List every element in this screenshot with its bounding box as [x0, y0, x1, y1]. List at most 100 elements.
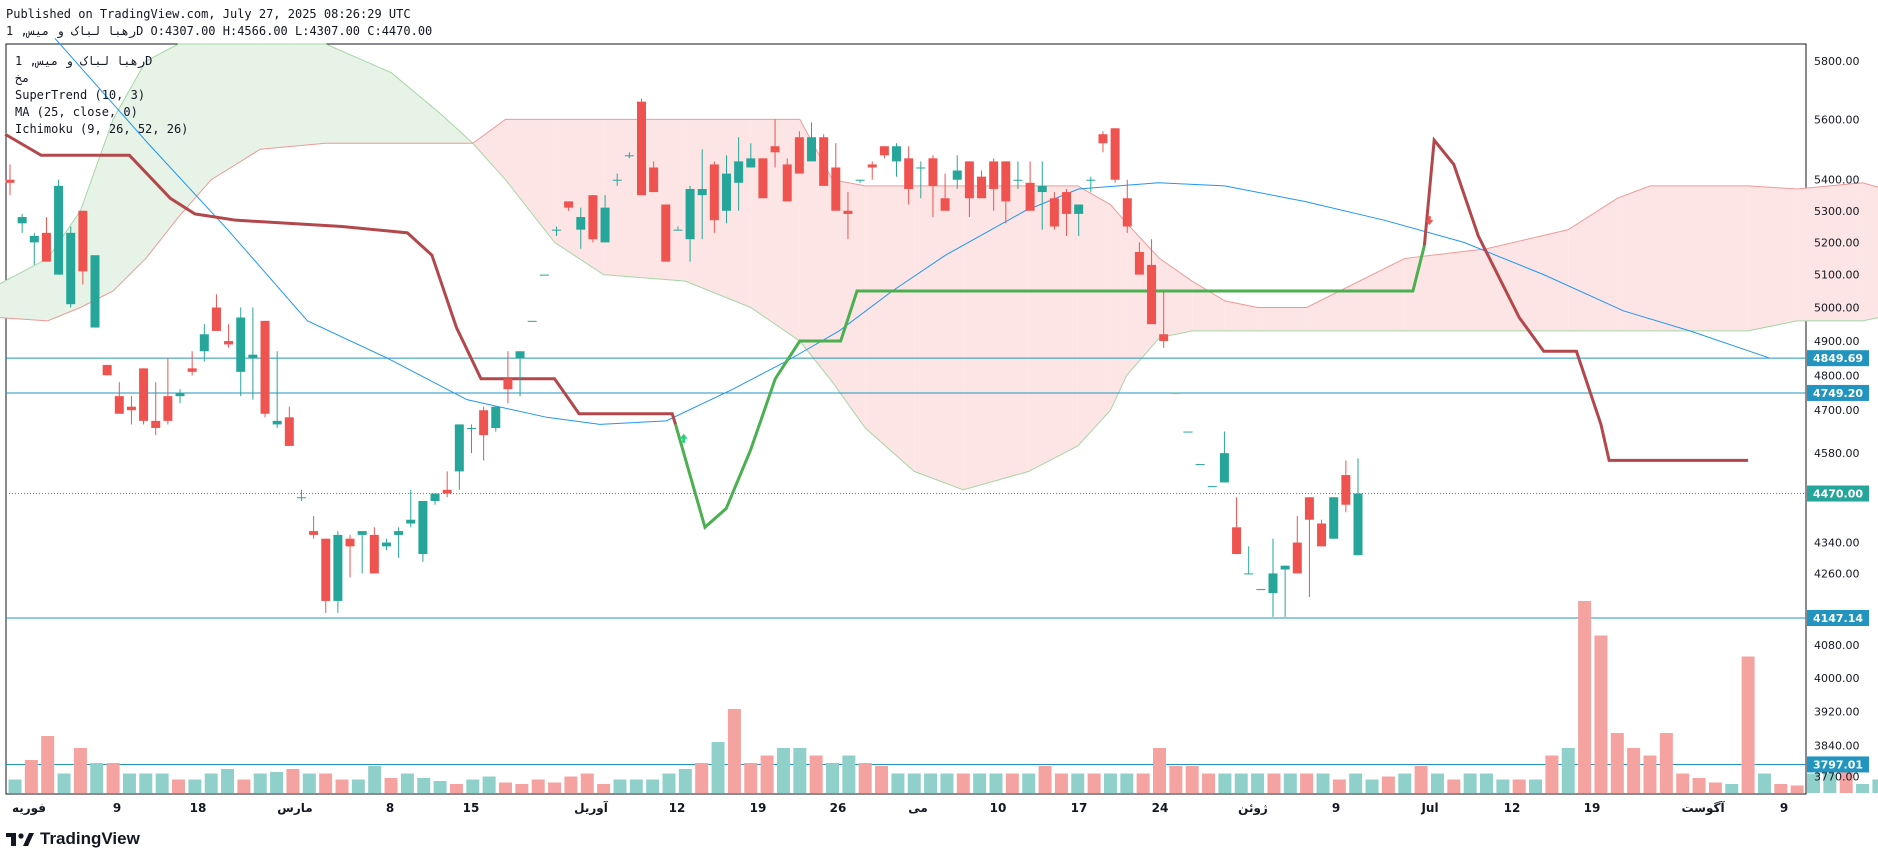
volume-bar	[1169, 766, 1183, 793]
volume-bar	[1627, 748, 1641, 793]
candle-body	[175, 392, 185, 397]
cloud-segment	[1797, 182, 1863, 321]
price-tick-label: 4000.00	[1814, 672, 1860, 685]
price-line-badge: 4749.20	[1813, 387, 1863, 400]
cloud-segment	[505, 119, 555, 243]
cloud-segment	[211, 44, 261, 180]
candle-body	[782, 164, 792, 202]
candle-body	[357, 531, 367, 535]
cloud-segment	[1748, 185, 1798, 331]
volume-bar	[400, 773, 414, 793]
cloud-segment	[1028, 185, 1078, 472]
volume-bar	[826, 763, 839, 793]
candle-body	[734, 161, 744, 183]
volume-bar	[1332, 779, 1346, 793]
supertrend-down	[1422, 136, 1749, 462]
price-tick-label: 3770.00	[1814, 770, 1860, 783]
candle-body	[1159, 334, 1169, 342]
volume-bar	[1218, 773, 1232, 793]
candle-body	[831, 167, 841, 211]
candle-body	[418, 500, 428, 555]
volume-bar	[1316, 773, 1330, 793]
candle-body	[661, 204, 671, 262]
candle-body	[600, 207, 610, 243]
volume-bar	[270, 772, 284, 793]
candle-body	[1292, 542, 1302, 574]
price-tick-label: 3920.00	[1814, 706, 1860, 719]
price-tick-label: 4900.00	[1814, 335, 1860, 348]
volume-bar	[417, 778, 431, 793]
candle-body	[1244, 573, 1254, 575]
cloud-segment	[963, 185, 1029, 490]
legend-supertrend[interactable]: SuperTrend (10, 3)	[15, 88, 146, 102]
tradingview-logo-icon	[6, 833, 34, 846]
candle-body	[722, 173, 732, 211]
cloud-segment	[1192, 281, 1225, 331]
volume-bar	[57, 773, 71, 793]
volume-bar	[1823, 773, 1837, 793]
volume-bar	[548, 782, 562, 793]
volume-bar	[924, 773, 938, 793]
candle-body	[442, 489, 452, 494]
candle-body	[843, 210, 853, 214]
time-tick-label: آگوست	[1681, 800, 1725, 816]
volume-bar	[1251, 773, 1265, 793]
cloud-segment	[391, 72, 441, 144]
time-tick-label: 26	[830, 801, 847, 815]
volume-bar	[90, 763, 104, 793]
volume-bar	[1153, 748, 1166, 793]
volume-bar	[1349, 773, 1363, 793]
candle-body	[296, 497, 306, 499]
price-line-badge-bg	[1807, 384, 1869, 401]
candle-body	[539, 274, 549, 276]
candle-body	[5, 179, 15, 183]
volume-bar	[956, 773, 970, 793]
cloud-segment	[47, 210, 81, 321]
candle-body	[187, 368, 197, 372]
volume-bar	[711, 742, 725, 793]
volume-bar	[1741, 656, 1755, 793]
candle-body	[1219, 453, 1229, 483]
candle-body	[1013, 179, 1023, 181]
legend-symbol: رهبا لباک و میس, 1D	[15, 54, 153, 68]
candle-body	[588, 195, 598, 240]
candle-body	[41, 232, 51, 262]
price-line-badge-bg	[1807, 756, 1869, 773]
time-tick-label: 12	[1504, 801, 1521, 815]
candle-body	[1280, 565, 1290, 570]
tradingview-logo[interactable]: TradingView	[6, 829, 140, 849]
candle-body	[1074, 204, 1084, 214]
volume-bar	[302, 773, 316, 793]
cloud-segment	[1224, 300, 1258, 331]
volume-bar	[1463, 773, 1477, 793]
sell-arrow-icon	[1425, 216, 1434, 226]
time-tick-label: آوریل	[574, 800, 609, 816]
cloud-segment	[1404, 248, 1487, 331]
volume-bar	[1005, 773, 1019, 793]
volume-bar	[1872, 779, 1878, 793]
candle-body	[989, 161, 999, 189]
candle-body	[321, 538, 331, 601]
price-tick-label: 5600.00	[1814, 113, 1860, 126]
candle-body	[90, 255, 100, 328]
volume-bar	[139, 773, 153, 793]
volume-bar	[1610, 733, 1624, 793]
time-tick-label: 10	[990, 801, 1007, 815]
legend-ma[interactable]: MA (25, close, 0)	[15, 105, 138, 119]
legend-ichimoku[interactable]: Ichimoku (9, 26, 52, 26)	[15, 122, 189, 136]
volume-bar	[8, 779, 22, 793]
volume-bar	[1038, 766, 1052, 793]
candle-body	[1037, 185, 1047, 193]
candle-body	[758, 158, 768, 199]
volume-bar	[1185, 766, 1199, 793]
time-tick-label: ژوئن	[1238, 801, 1268, 816]
volume-bar	[172, 779, 185, 793]
cloud-segment	[472, 119, 506, 180]
candle-body	[928, 158, 938, 186]
candle-body	[163, 396, 173, 421]
volume-bar	[449, 784, 463, 793]
volume-bar	[809, 755, 823, 793]
candle-body	[1304, 497, 1314, 520]
volume-bar	[1202, 773, 1216, 793]
